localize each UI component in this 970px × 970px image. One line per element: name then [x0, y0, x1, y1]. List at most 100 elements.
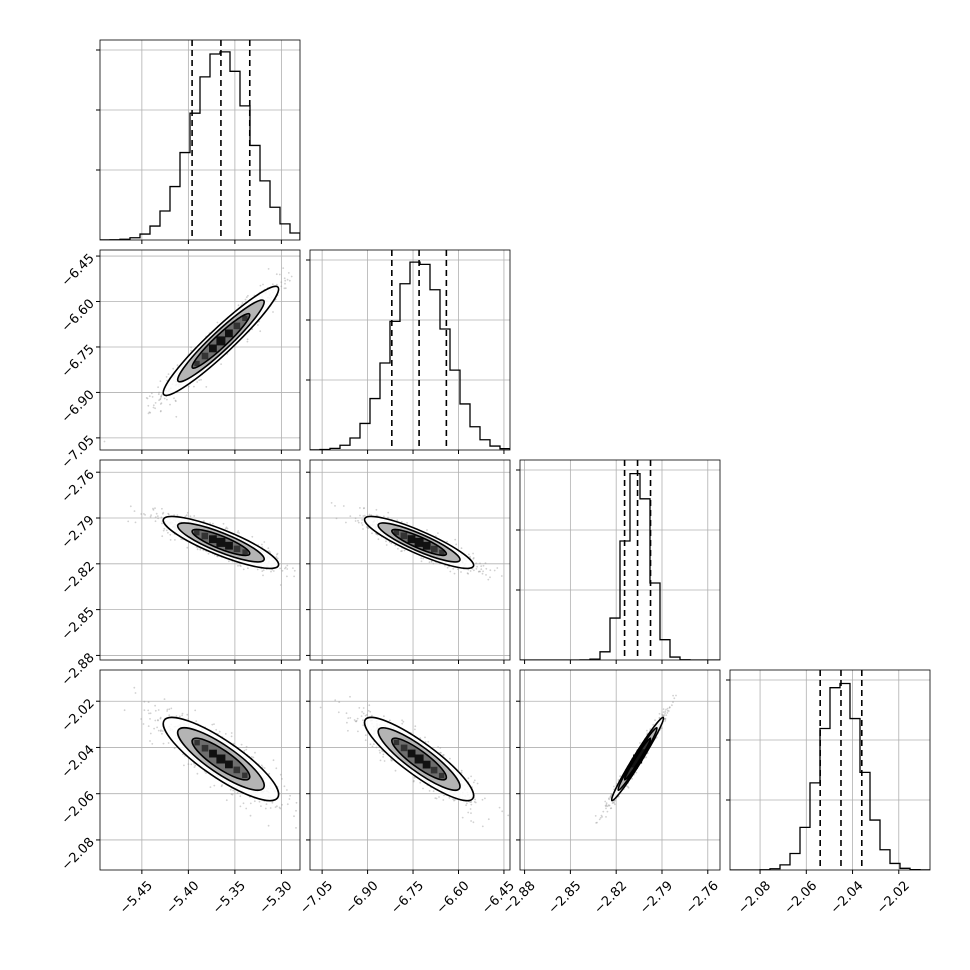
scatter-point — [288, 279, 291, 282]
scatter-point — [287, 272, 290, 274]
scatter-point — [271, 568, 274, 571]
scatter-point — [156, 726, 159, 729]
scatter-point — [228, 560, 230, 563]
scatter-point — [186, 546, 189, 549]
scatter-point — [295, 801, 298, 804]
scatter-point — [354, 720, 357, 723]
scatter-point — [263, 541, 266, 543]
scatter-point — [377, 538, 380, 541]
scatter-point — [422, 787, 424, 790]
scatter-point — [149, 718, 151, 720]
scatter-point — [160, 402, 163, 404]
scatter-point — [160, 394, 163, 397]
scatter-point — [162, 742, 165, 745]
scatter-point — [232, 742, 235, 745]
scatter-point — [262, 283, 264, 286]
scatter-point — [390, 758, 392, 760]
scatter-point — [477, 570, 480, 573]
scatter-point — [612, 801, 615, 804]
scatter-point — [345, 521, 347, 524]
scatter-point — [173, 514, 176, 516]
scatter-point — [238, 532, 241, 534]
scatter-point — [446, 540, 448, 543]
scatter-point — [173, 397, 175, 400]
scatter-point — [379, 759, 382, 762]
panel-content — [100, 250, 309, 450]
scatter-point — [152, 507, 154, 510]
scatter-point — [161, 732, 163, 735]
scatter-point — [160, 396, 162, 398]
scatter-point — [412, 780, 415, 783]
scatter-point — [161, 507, 163, 510]
scatter-point — [184, 515, 187, 518]
scatter-point — [140, 513, 143, 515]
scatter-point — [489, 576, 491, 579]
scatter-point — [276, 557, 279, 560]
scatter-point — [357, 519, 359, 522]
scatter-point — [224, 733, 227, 735]
scatter-point — [654, 719, 656, 722]
scatter-point — [218, 730, 221, 733]
contour-line — [162, 515, 280, 570]
scatter-point — [472, 557, 475, 560]
contour-line — [377, 522, 461, 563]
scatter-point — [289, 794, 291, 797]
scatter-point — [346, 721, 348, 724]
scatter-point — [414, 725, 417, 728]
scatter-point — [501, 810, 504, 813]
scatter-point — [161, 522, 163, 525]
density-block — [201, 532, 209, 540]
histogram-series — [100, 51, 300, 240]
scatter-point — [359, 507, 361, 509]
scatter-point — [193, 766, 196, 768]
scatter-point — [154, 719, 157, 722]
scatter-point — [159, 380, 162, 383]
scatter-point — [428, 790, 431, 792]
scatter-point — [133, 686, 136, 689]
scatter-point — [282, 267, 285, 269]
scatter-point — [202, 549, 205, 552]
scatter-point — [239, 564, 241, 567]
scatter-point — [226, 527, 229, 530]
scatter-point — [362, 507, 365, 510]
contour-line — [176, 299, 265, 383]
scatter-point — [143, 513, 145, 515]
scatter-point — [371, 714, 373, 717]
density-block — [201, 352, 209, 360]
scatter-point — [439, 747, 442, 749]
scatter-point — [472, 781, 475, 784]
scatter-point — [465, 804, 467, 807]
scatter-point — [604, 800, 607, 803]
panel-content — [310, 670, 510, 870]
scatter-point — [347, 729, 349, 732]
scatter-point — [259, 330, 262, 333]
density-block — [400, 532, 408, 540]
scatter-point — [307, 264, 309, 266]
scatter-point — [229, 788, 232, 791]
scatter-point — [163, 527, 166, 530]
scatter-point — [176, 514, 179, 517]
density-block — [233, 322, 241, 330]
scatter-panel — [309, 669, 511, 871]
panel-frame — [729, 669, 931, 871]
scatter-point — [267, 547, 270, 550]
scatter-point — [216, 321, 219, 324]
scatter-point — [396, 519, 399, 522]
scatter-point — [276, 552, 279, 555]
scatter-point — [355, 720, 358, 723]
scatter-point — [189, 515, 192, 518]
scatter-point — [156, 515, 159, 517]
scatter-point — [347, 717, 350, 719]
scatter-point — [193, 385, 195, 388]
contour-line — [162, 285, 280, 397]
scatter-point — [251, 535, 254, 538]
scatter-point — [401, 719, 403, 722]
scatter-point — [278, 806, 281, 809]
scatter-point — [267, 268, 270, 270]
scatter-point — [187, 385, 190, 388]
scatter-point — [279, 773, 282, 776]
scatter-point — [245, 748, 248, 751]
scatter-point — [154, 709, 157, 712]
scatter-point — [357, 521, 360, 524]
scatter-point — [281, 778, 283, 780]
